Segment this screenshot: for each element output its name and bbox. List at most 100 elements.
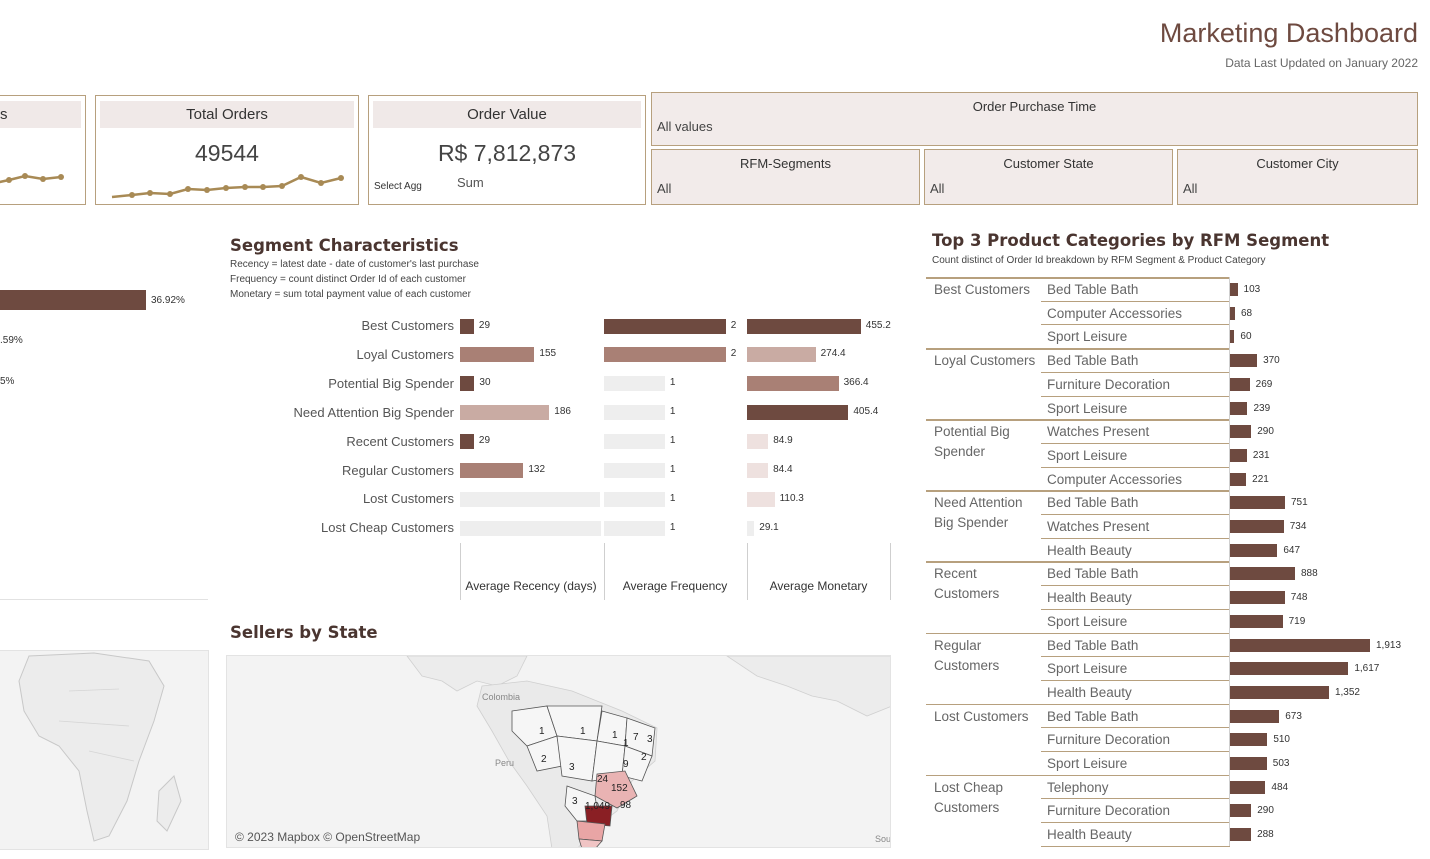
segment-bar[interactable] [747, 376, 839, 392]
top3-row-divider [1041, 324, 1230, 326]
segment-bar[interactable] [604, 491, 665, 507]
order-value-title: Order Value [373, 101, 641, 128]
axis-divider [460, 543, 461, 600]
customer-city-value[interactable]: All [1183, 181, 1198, 196]
top3-bar[interactable] [1230, 757, 1267, 770]
axis-title-recency: Average Recency (days) [465, 579, 597, 593]
top3-bar[interactable] [1230, 828, 1252, 842]
segment-bar[interactable] [747, 434, 769, 450]
rfm-segments-value[interactable]: All [657, 181, 672, 196]
segment-bar-value: 1 [669, 377, 676, 389]
top3-bar[interactable] [1230, 330, 1235, 344]
rfm-segments-filter[interactable]: RFM-Segments All [651, 149, 920, 205]
top3-group-divider [926, 561, 1230, 563]
segment-bar[interactable] [460, 520, 602, 536]
top3-bar[interactable] [1230, 496, 1285, 510]
total-orders-card[interactable]: Total Orders 49544 [95, 95, 359, 205]
state-count[interactable]: 2 [541, 754, 547, 765]
top3-bar[interactable] [1230, 520, 1284, 533]
segment-bar[interactable] [604, 434, 665, 450]
state-count[interactable]: 1 [539, 726, 545, 737]
customer-state-value[interactable]: All [930, 181, 945, 196]
segment-bar[interactable] [604, 463, 665, 478]
segment-bar[interactable] [604, 520, 665, 536]
top3-category-label: Watches Present [1047, 424, 1150, 440]
top3-bar[interactable] [1230, 780, 1266, 794]
top3-bar-value: 103 [1243, 284, 1261, 295]
segment-bar[interactable] [604, 405, 665, 421]
customer-city-filter[interactable]: Customer City All [1177, 149, 1418, 205]
select-agg-dropdown[interactable]: Sum [457, 175, 484, 190]
segment-bar[interactable] [604, 318, 726, 334]
segment-bar[interactable] [460, 376, 475, 392]
state-count[interactable]: 3 [572, 796, 578, 807]
top3-bar[interactable] [1230, 804, 1252, 818]
top3-bar[interactable] [1230, 567, 1295, 581]
state-count[interactable]: 9 [623, 759, 629, 770]
segment-bar[interactable] [460, 463, 524, 478]
top3-bar[interactable] [1230, 425, 1252, 439]
state-count[interactable]: 7 [633, 732, 639, 743]
order-purchase-time-filter[interactable]: Order Purchase Time All values [651, 92, 1418, 146]
top3-category-label: Bed Table Bath [1047, 708, 1139, 724]
state-count[interactable]: 98 [620, 800, 632, 811]
map-attribution[interactable]: © 2023 Mapbox © OpenStreetMap [235, 830, 421, 844]
state-count[interactable]: 2 [641, 752, 647, 763]
segment-bar[interactable] [747, 491, 775, 507]
top3-row-divider [1041, 656, 1230, 658]
state-count[interactable]: 152 [611, 783, 628, 794]
top3-group-divider [926, 419, 1230, 421]
top3-bar[interactable] [1230, 591, 1285, 605]
segment-label: Potential Big Spender [328, 375, 454, 391]
segment-bar[interactable] [747, 347, 816, 363]
order-purchase-time-value[interactable]: All values [657, 119, 713, 134]
segment-bar[interactable] [747, 520, 755, 536]
map-background [406, 656, 890, 847]
top3-bar[interactable] [1230, 401, 1248, 415]
top3-bar[interactable] [1230, 306, 1235, 320]
state-count[interactable]: 1 [623, 738, 629, 749]
top3-bar[interactable] [1230, 354, 1258, 368]
segment-bar-value: 84.9 [773, 435, 793, 447]
segment-bar[interactable] [747, 463, 769, 478]
top3-bar[interactable] [1230, 733, 1268, 747]
order-value-card[interactable]: Order Value R$ 7,812,873 Select Agg Sum [368, 95, 646, 205]
segment-bar-value: 186 [554, 406, 571, 418]
top3-bar[interactable] [1230, 448, 1247, 462]
top3-bar[interactable] [1230, 638, 1370, 652]
top3-bar[interactable] [1230, 377, 1250, 391]
top3-categories-table[interactable]: Best Customers Bed Table Bath 103 Computer … [926, 277, 1426, 847]
top3-bar[interactable] [1230, 685, 1329, 699]
top3-bar[interactable] [1230, 543, 1278, 557]
segment-bar[interactable] [460, 347, 535, 363]
segment-bar-value: 30 [479, 377, 491, 389]
top3-bar[interactable] [1230, 472, 1247, 486]
segment-bar[interactable] [460, 405, 550, 421]
state-count[interactable]: 1,049 [585, 801, 611, 812]
top3-bar-value: 751 [1290, 497, 1308, 509]
map-label-peru: Peru [495, 758, 515, 768]
top3-bar[interactable] [1230, 614, 1283, 628]
state-count[interactable]: 3 [569, 762, 575, 773]
top3-bar[interactable] [1230, 709, 1280, 723]
state-count[interactable]: 24 [597, 774, 609, 785]
segment-bar[interactable] [460, 434, 474, 450]
sellers-by-state-map[interactable]: Colombia Peru Sou 1 1 1 1 7 3 2 2 3 9 24… [226, 655, 891, 848]
segment-bar[interactable] [460, 318, 474, 334]
partial-kpi-card[interactable]: rs [0, 95, 86, 205]
segment-characteristics-chart[interactable]: Best Customers Loyal Customers Potential B… [220, 310, 900, 600]
customer-state-filter[interactable]: Customer State All [924, 149, 1173, 205]
partial-left-map[interactable] [0, 650, 209, 850]
segment-bar[interactable] [604, 376, 665, 392]
partial-percent-label-3: 5% [0, 376, 15, 387]
state-count[interactable]: 1 [580, 726, 586, 737]
segment-bar[interactable] [747, 405, 849, 421]
top3-bar[interactable] [1230, 283, 1238, 296]
segment-bar[interactable] [460, 491, 600, 507]
segment-bar[interactable] [747, 318, 861, 334]
segment-bar-value: 132 [528, 464, 546, 475]
state-count[interactable]: 1 [612, 730, 618, 741]
state-count[interactable]: 3 [647, 734, 653, 745]
top3-bar[interactable] [1230, 662, 1349, 676]
segment-bar[interactable] [604, 347, 726, 363]
